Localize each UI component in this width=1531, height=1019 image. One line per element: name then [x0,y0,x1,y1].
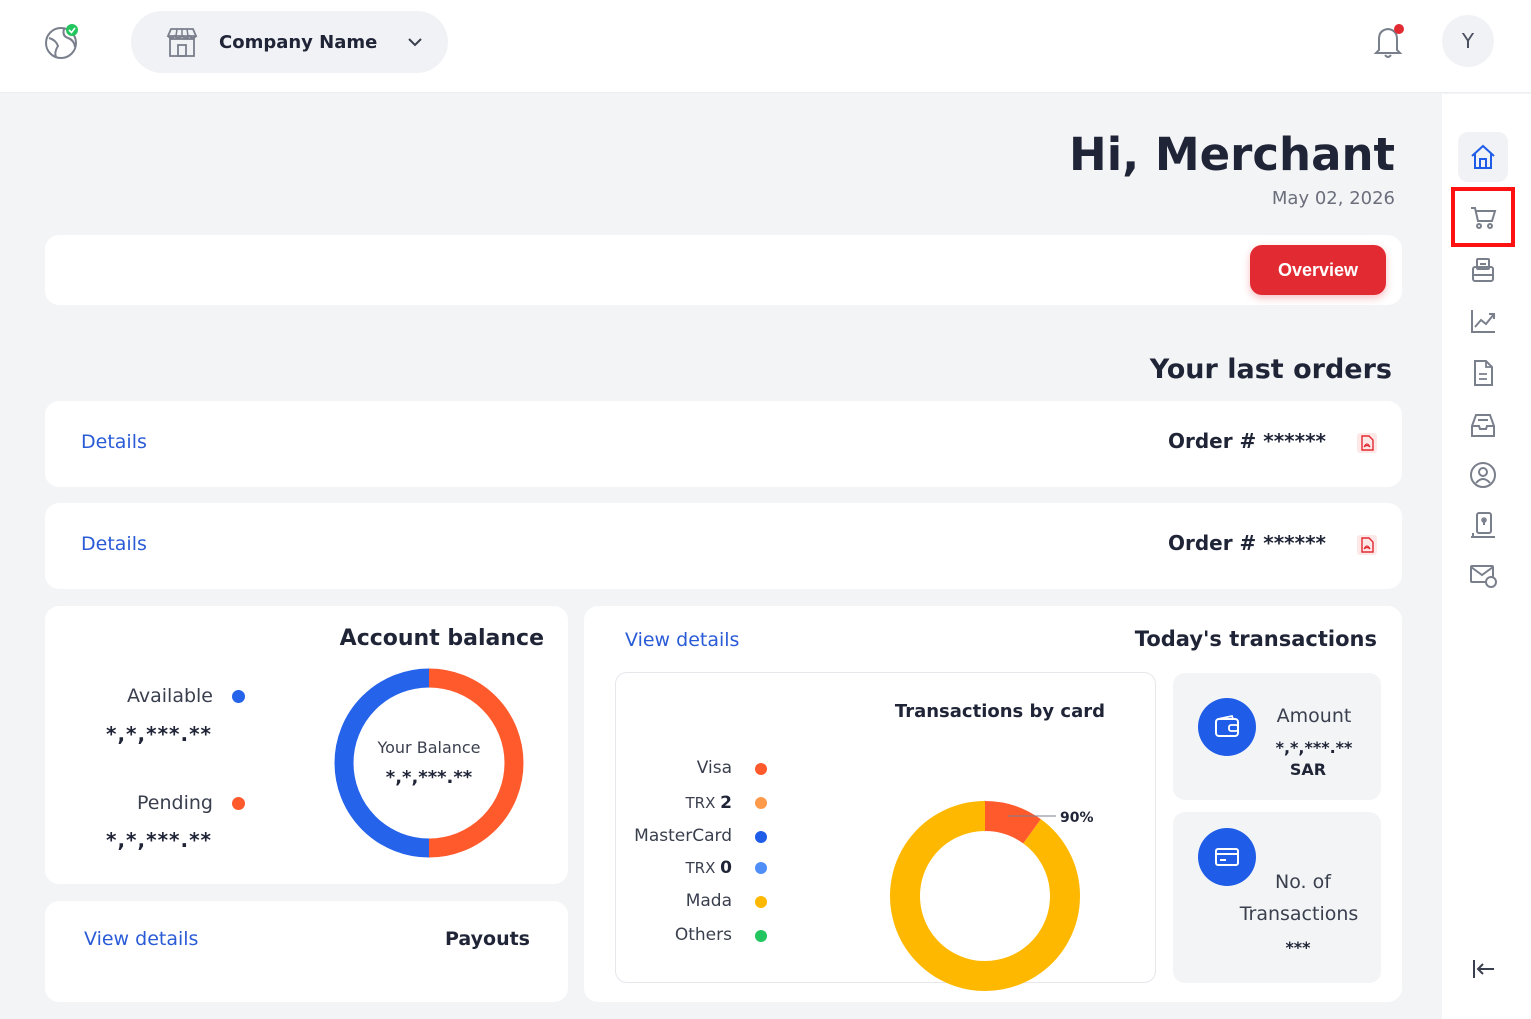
donut-slice-pending [428,668,524,858]
store-icon [166,28,198,57]
notification-bell-icon[interactable] [1372,22,1406,60]
cart-icon [1471,207,1497,229]
count-label-line2: Transactions [1239,903,1359,925]
legend-visa-label: Visa [696,758,732,778]
user-circle-icon [1470,462,1496,488]
order-row: Details Order # ****** [45,401,1402,487]
amount-currency: SAR [1289,760,1327,779]
legend-mastercard-dot [755,831,767,843]
sidebar-item-home[interactable] [1458,132,1508,182]
avatar-initial: Y [1461,29,1475,53]
order-number: Order # ****** [1167,429,1326,453]
legend-mada-dot [755,896,767,908]
payment-terminal-icon [1472,258,1494,282]
transactions-view-details-link[interactable]: View details [625,629,740,651]
account-balance-title: Account balance [339,626,544,651]
inbox-tray-icon [1471,414,1495,437]
transactions-by-card-title: Transactions by card [894,701,1105,722]
donut-percent-label: 90% [1060,810,1094,826]
card-icon-badge [1198,828,1256,886]
chevron-down-icon [408,38,422,47]
order-details-link[interactable]: Details [81,533,147,555]
pdf-icon[interactable] [1356,534,1378,556]
sidebar-item-cart[interactable] [1458,192,1508,242]
available-dot [232,690,245,703]
legend-visa-dot [755,763,767,775]
donut-slice-visa [984,801,1041,844]
analytics-chart-icon [1471,310,1495,333]
donut-slice-available [334,668,430,858]
collapse-sidebar-button[interactable] [1458,944,1508,994]
legend-mada-label: Mada [685,891,732,911]
greeting-title: Hi, Merchant [1069,128,1395,181]
document-icon [1474,360,1493,386]
last-orders-title: Your last orders [1149,354,1392,385]
payouts-view-details-link[interactable]: View details [84,928,199,950]
legend-others-dot [755,930,767,942]
transactions-donut-chart: 90% [890,801,1094,991]
payouts-card [45,901,568,1002]
sidebar-item-terminal[interactable] [1458,245,1508,295]
order-row: Details Order # ****** [45,503,1402,589]
legend-mastercard-label: MasterCard [634,826,732,846]
sidebar-item-mobile-payments[interactable] [1458,500,1508,550]
balance-center-label: Your Balance [376,738,480,757]
sidebar-item-profile[interactable] [1458,450,1508,500]
legend-others-label: Others [674,925,732,945]
user-avatar[interactable]: Y [1442,15,1494,67]
amount-value: *,*,***.** [1275,738,1353,757]
wallet-icon [1215,714,1239,737]
donut-slice-mada [890,801,1080,991]
sidebar-item-analytics[interactable] [1458,296,1508,346]
company-selector[interactable]: Company Name [131,11,448,73]
legend-trx-mastercard: TRX 0 [685,858,733,878]
pending-dot [232,797,245,810]
available-value: *,*,***.** [106,722,213,746]
card-icon [1215,848,1239,866]
sidebar-item-inbox[interactable] [1458,400,1508,450]
globe-logo-icon[interactable] [44,24,80,60]
order-details-link[interactable]: Details [81,431,147,453]
legend-trx-visa: TRX 2 [685,793,733,813]
overview-button[interactable]: Overview [1250,245,1386,295]
order-number: Order # ****** [1167,531,1326,555]
pending-value: *,*,***.** [106,828,213,852]
greeting-date: May 02, 2026 [1271,188,1395,209]
sidebar-item-mail[interactable] [1458,550,1508,600]
balance-center-value: *,*,***.** [386,767,473,788]
payouts-title: Payouts [444,928,530,950]
count-label-line1: No. of [1275,871,1331,893]
notification-dot [1394,24,1404,34]
overview-bar [45,235,1402,305]
amount-label: Amount [1276,705,1352,727]
mobile-payment-icon [1471,512,1495,538]
home-icon [1471,144,1495,169]
legend-trx-visa-dot [755,797,767,809]
pdf-icon[interactable] [1356,432,1378,454]
cart-highlight-box [1451,187,1515,247]
sidebar-rail [1442,94,1531,1019]
wallet-icon-badge [1198,698,1256,756]
mail-settings-icon [1470,565,1497,588]
pending-label: Pending [137,792,213,814]
available-label: Available [126,685,213,707]
company-name: Company Name [219,31,378,53]
legend-trx-mastercard-dot [755,862,767,874]
count-value: *** [1285,938,1311,957]
todays-transactions-title: Today's transactions [1134,627,1377,651]
collapse-arrow-icon [1473,960,1494,978]
sidebar-item-documents[interactable] [1458,348,1508,398]
balance-donut-chart: Your Balance *,*,***.** [334,668,524,858]
